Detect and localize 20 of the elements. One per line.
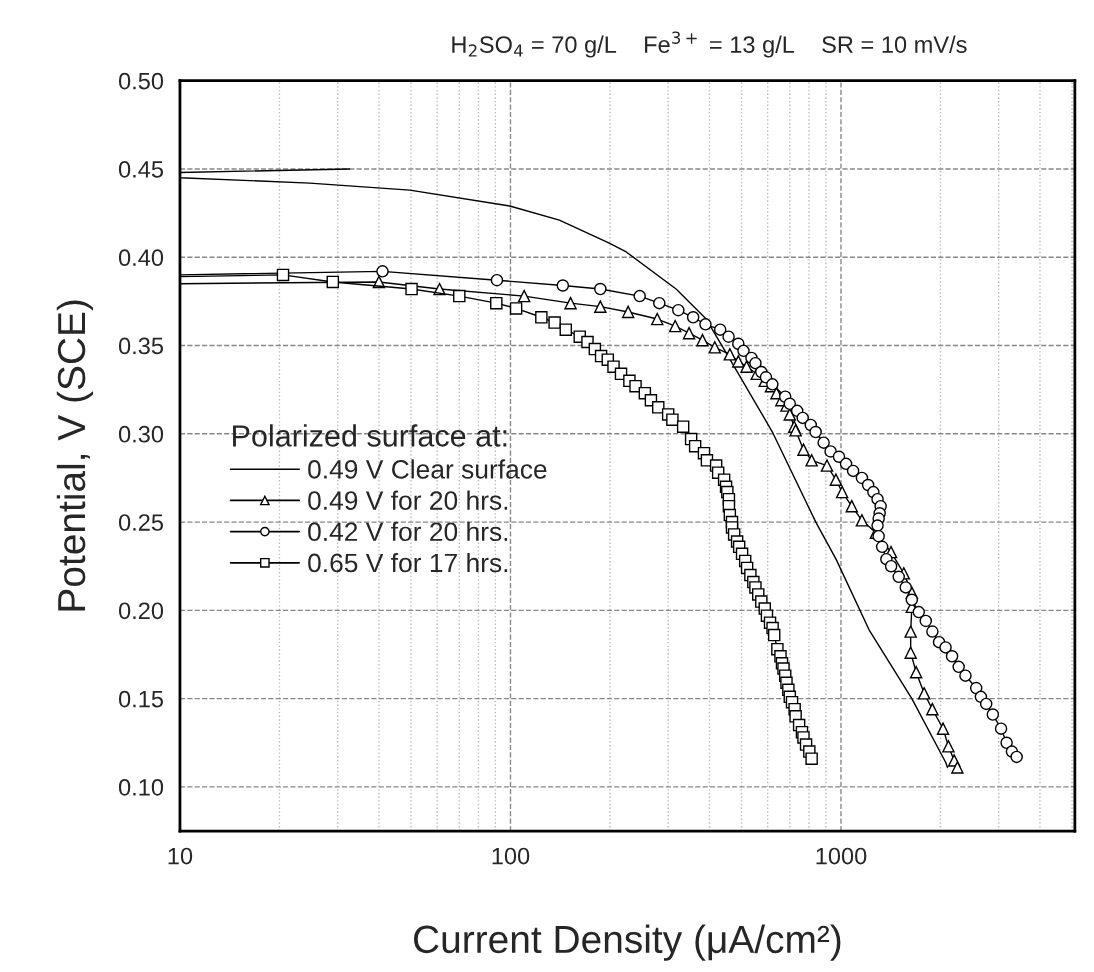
x-tick-label: 100 [492,847,530,865]
chart-title: H$_{2}$SO$_{4}$ = 70 g/L Fe$^{3+}$ = 13 g/L SR = 10 mV/s [452,31,967,58]
y-tick-label: 0.40 [118,249,164,267]
y-axis-title: Potential, V (SCE) [56,300,94,611]
legend-label: 0.42 V for 20 hrs. [308,521,508,542]
y-tick-label: 0.25 [118,514,164,531]
y-tick-label: 0.35 [118,337,164,355]
y-tick-label: 0.10 [118,778,164,796]
legend-label: 0.49 V Clear surface [308,459,547,479]
y-tick-label: 0.15 [118,690,164,708]
y-tick-label: 0.50 [118,72,164,90]
x-tick-label: 10 [168,847,193,865]
y-tick-label: 0.20 [118,602,164,620]
legend-label: 0.49 V for 20 hrs. [308,490,508,510]
legend-label: 0.65 V for 17 hrs. [308,552,508,573]
x-axis-title: Current Density (μA/cm²) [413,924,841,961]
y-tick-label: 0.45 [118,161,164,178]
legend-title: Polarized surface at: [233,424,507,447]
x-tick-label: 1000 [816,847,867,865]
y-tick-label: 0.30 [118,425,164,443]
